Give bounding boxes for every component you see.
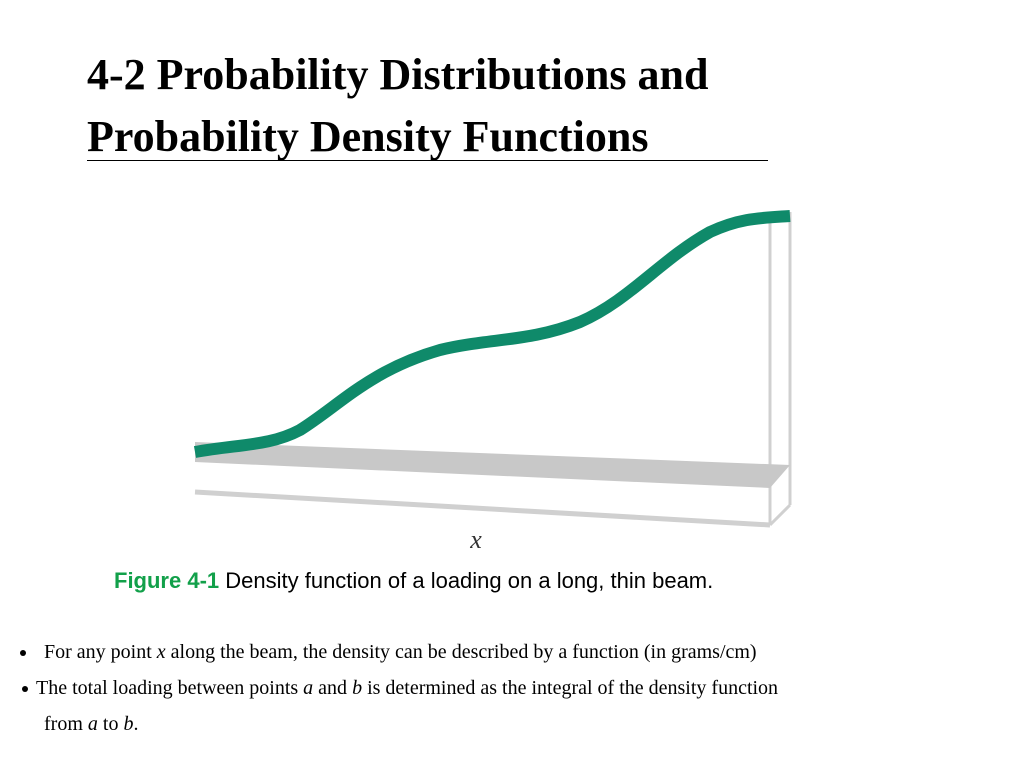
text: b xyxy=(352,677,363,699)
caption-label: Figure 4-1 xyxy=(114,568,220,593)
bullet xyxy=(22,686,28,692)
bullet-text: The total loading between points a and b… xyxy=(36,677,778,700)
text: to xyxy=(97,713,124,735)
text: from xyxy=(44,713,88,735)
text: is determined as the integral of the den… xyxy=(362,677,779,699)
bullet-text: from a to b. xyxy=(44,713,138,736)
title-rule xyxy=(87,160,768,161)
title-line: 4-2 Probability Distributions and xyxy=(87,50,709,99)
density-curve xyxy=(193,210,791,458)
text: For any point xyxy=(44,641,157,663)
text: b xyxy=(123,713,134,735)
bullet-text: For any point x along the beam, the dens… xyxy=(44,641,757,664)
text: and xyxy=(313,677,353,699)
beam-edge xyxy=(194,489,771,528)
caption-text: Density function of a loading on a long,… xyxy=(219,568,714,593)
beam-edge xyxy=(768,503,792,527)
caption: Figure 4-1 Density function of a loading… xyxy=(114,568,713,594)
text: x xyxy=(156,641,166,663)
bullet xyxy=(20,650,26,656)
text: a xyxy=(87,713,98,735)
text: The total loading between points xyxy=(36,677,304,699)
beam-top xyxy=(195,442,790,488)
axis-label: x xyxy=(469,525,482,554)
title: 4-2 Probability Distributions and Probab… xyxy=(87,44,708,168)
title-line: Probability Density Functions xyxy=(87,112,649,161)
text: a xyxy=(303,677,314,699)
text: . xyxy=(133,713,139,735)
text: along the beam, the density can be descr… xyxy=(165,641,757,663)
